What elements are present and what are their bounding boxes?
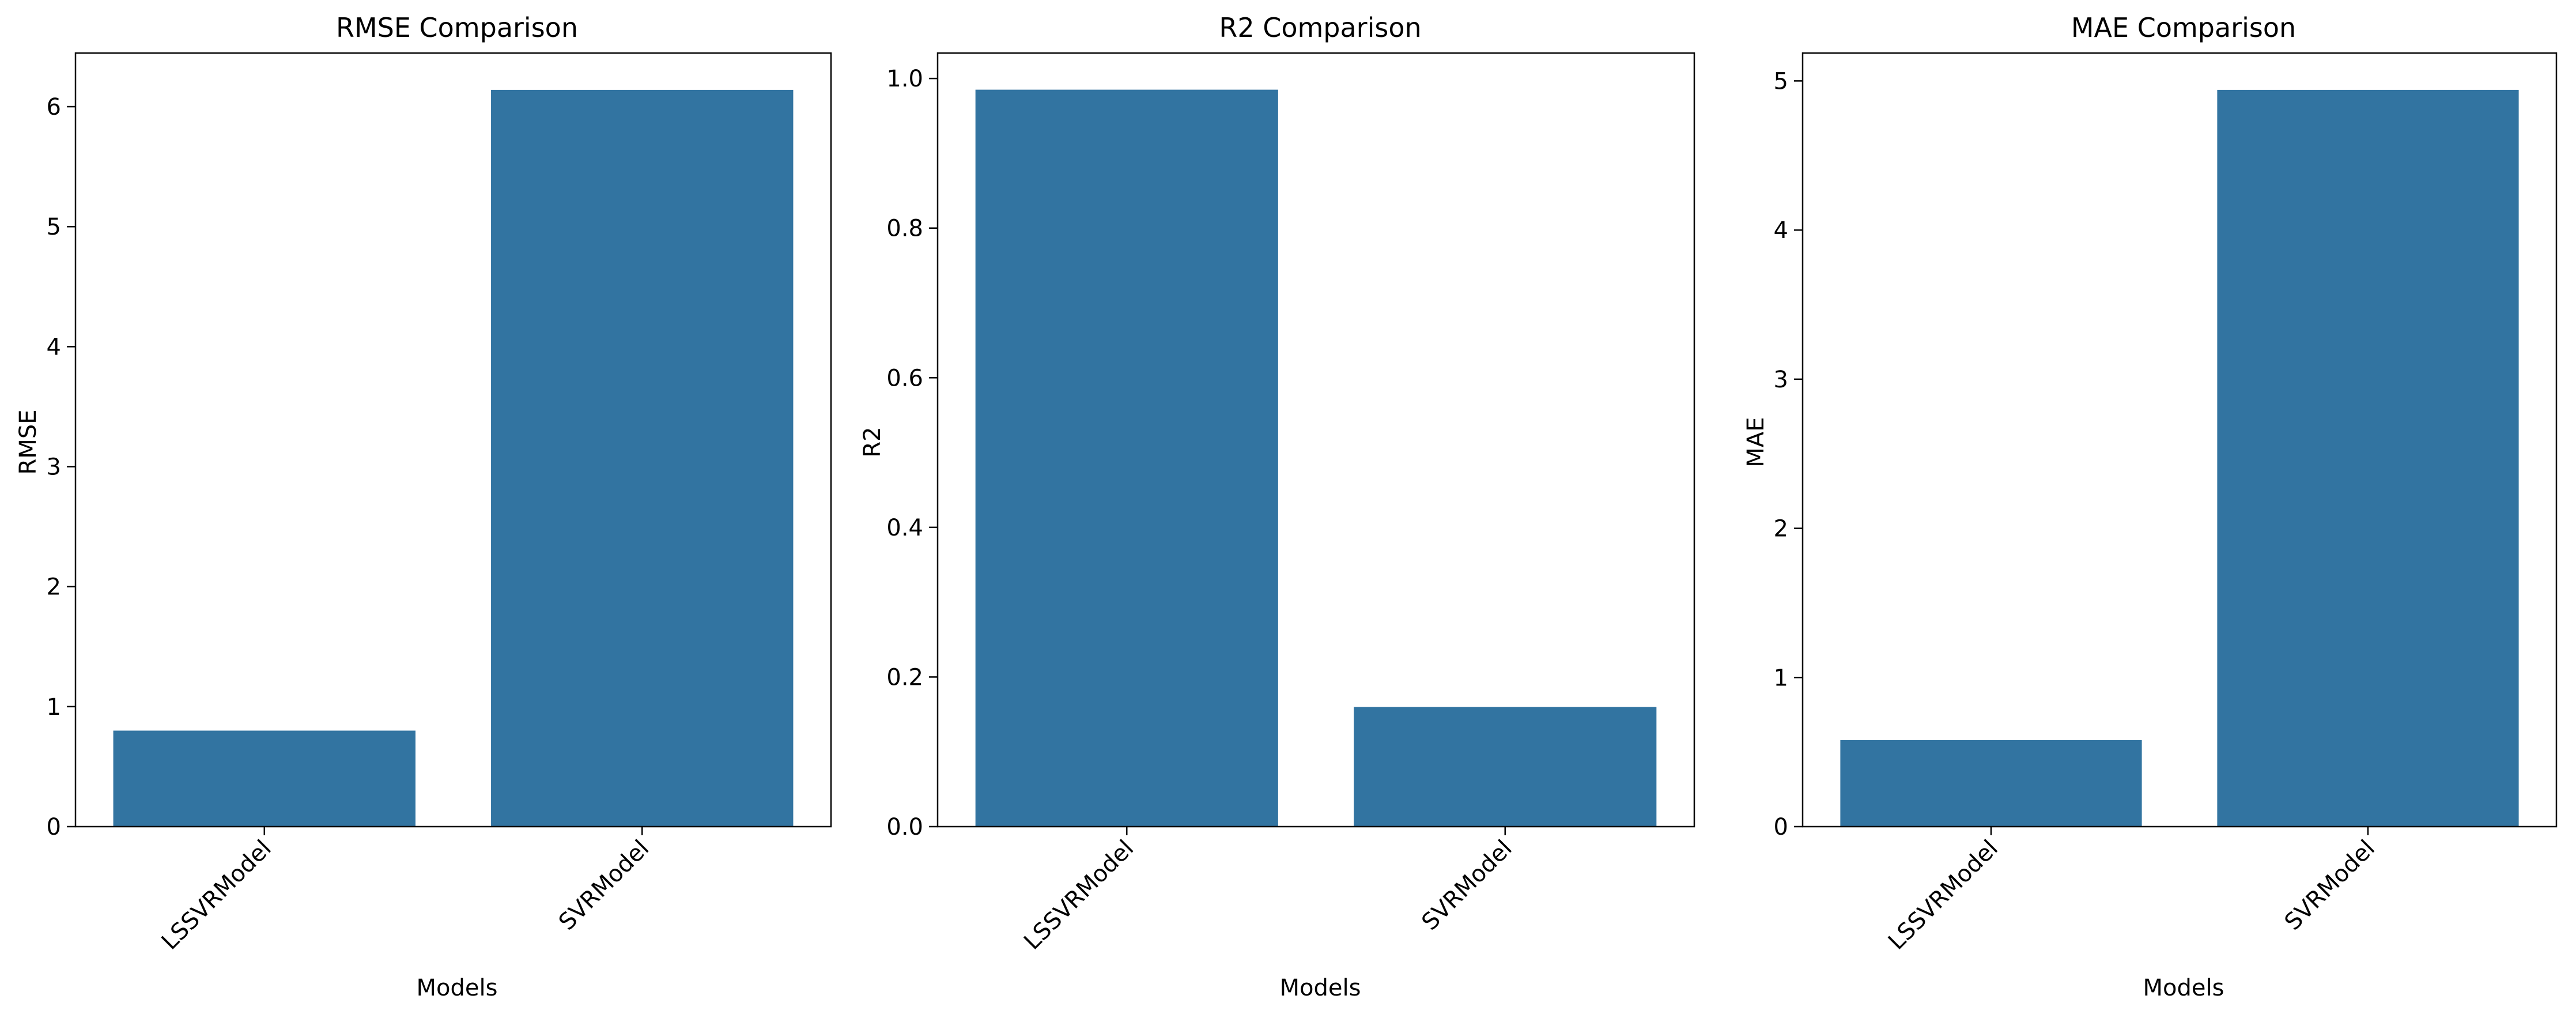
panel-r2-xtick-svr: SVRModel [1417,835,1517,936]
panel-r2-bar-svr [1354,707,1657,827]
panel-r2-xtick-lssvr: LSSVRModel [1019,835,1139,955]
panel-rmse-frame [74,52,832,828]
panel-rmse-ytick-2: 2 [47,574,61,601]
panel-r2-ytick-5: 1.0 [886,66,923,92]
panel-r2: R2 Comparison R2 Models 0.0 0.2 0.4 0.6 … [859,12,1695,1001]
panel-r2-ylabel: R2 [859,427,886,457]
panel-r2-ytick-3: 0.6 [886,365,923,391]
panel-rmse-xlabel: Models [417,975,498,1001]
panel-mae-ytick-3: 3 [1774,367,1788,393]
panel-mae-xtick-svr: SVRModel [2280,835,2380,936]
panel-mae-ylabel: MAE [1743,417,1769,467]
panel-mae-ytick-0: 0 [1774,814,1788,840]
panel-mae-xlabel: Models [2143,975,2224,1001]
panel-mae-ytick-1: 1 [1774,665,1788,691]
panel-r2-title: R2 Comparison [1219,12,1421,43]
panel-mae-frame [1801,52,2558,828]
panel-rmse-title: RMSE Comparison [336,12,578,43]
panel-rmse: RMSE Comparison RMSE Models 0 1 2 3 4 5 … [15,12,832,1001]
panel-rmse-bar-lssvr [113,730,416,827]
panel-r2-xlabel: Models [1280,975,1361,1001]
panel-r2-bar-lssvr [975,89,1278,827]
panel-rmse-ytick-4: 4 [47,334,61,360]
panel-mae-title: MAE Comparison [2071,12,2296,43]
panel-r2-ytick-1: 0.2 [886,664,923,691]
panel-rmse-ytick-3: 3 [47,454,61,481]
panel-rmse-ytick-5: 5 [47,214,61,240]
panel-mae: MAE Comparison MAE Models 0 1 2 3 4 5 LS… [1743,12,2558,1001]
panel-rmse-xtick-lssvr: LSSVRModel [157,835,277,955]
panel-mae-bar-svr [2217,89,2519,827]
panel-rmse-ytick-1: 1 [47,694,61,721]
panel-rmse-xtick-svr: SVRModel [554,835,654,936]
panel-r2-ytick-2: 0.4 [886,515,923,541]
panel-mae-ytick-2: 2 [1774,516,1788,542]
panel-rmse-ytick-6: 6 [47,94,61,120]
panel-mae-ytick-4: 4 [1774,217,1788,244]
panel-r2-frame [936,52,1695,828]
panel-mae-bar-lssvr [1840,740,2142,827]
panel-mae-ytick-5: 5 [1774,68,1788,95]
panel-mae-xtick-lssvr: LSSVRModel [1883,835,2003,955]
panel-r2-ytick-0: 0.0 [886,814,923,840]
panel-rmse-ylabel: RMSE [15,410,41,475]
panel-rmse-ytick-0: 0 [47,814,61,840]
panel-rmse-bar-svr [491,89,794,827]
panel-r2-ytick-4: 0.8 [886,216,923,242]
